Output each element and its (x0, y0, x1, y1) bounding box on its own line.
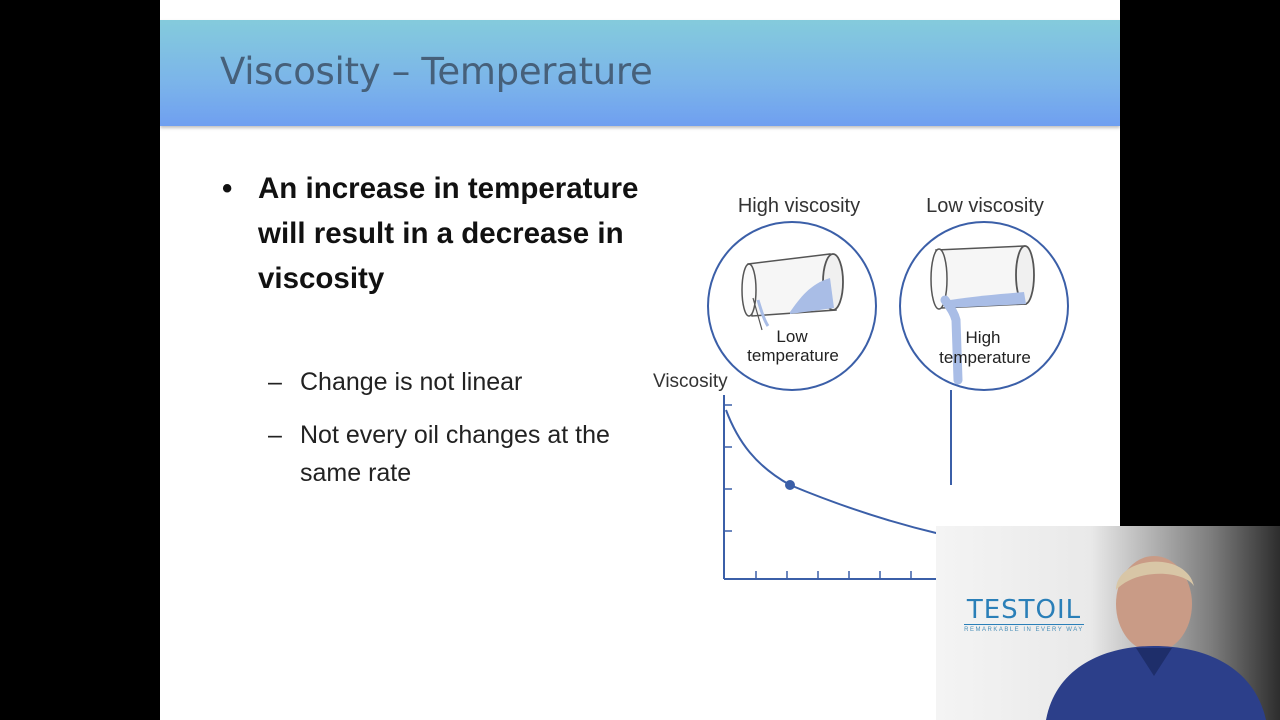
sub-bullet-text: Change is not linear (300, 368, 523, 396)
slide: Viscosity – Temperature • An increase in… (160, 0, 1120, 720)
main-bullet-text: An increase in temperature will result i… (258, 172, 639, 295)
graph-axes (723, 395, 940, 580)
slide-title: Viscosity – Temperature (220, 50, 653, 93)
logo-tagline: REMARKABLE IN EVERY WAY (964, 627, 1084, 633)
bullet-icon: • (222, 172, 233, 205)
low-viscosity-label: Low viscosity (926, 195, 1044, 217)
dash-icon: – (268, 421, 282, 449)
left-cup-label-line1: Low (776, 327, 808, 346)
presenter-video: TESTOIL REMARKABLE IN EVERY WAY (936, 526, 1280, 720)
high-viscosity-label: High viscosity (738, 195, 860, 217)
curve-point-low-temp (785, 480, 795, 490)
viscosity-diagram: High viscosity Low viscosity Low tempera… (653, 195, 1069, 580)
dash-icon: – (268, 368, 282, 396)
right-cup-label-line2: temperature (939, 348, 1031, 367)
axis-label-viscosity: Viscosity (653, 371, 728, 392)
presenter-silhouette (1046, 556, 1266, 720)
logo-text: TESTOIL (964, 596, 1084, 625)
viscosity-curve (725, 409, 941, 535)
right-cup-label-line1: High (966, 328, 1001, 347)
sub-bullet-text: Not every oil changes at the same rate (300, 421, 610, 487)
testoil-logo: TESTOIL REMARKABLE IN EVERY WAY (964, 596, 1084, 633)
left-cup-illustration: Low temperature (707, 221, 877, 391)
right-cup-illustration: High temperature (899, 221, 1069, 391)
cup-icon (741, 253, 844, 331)
cup-icon (930, 245, 1035, 385)
title-bar: Viscosity – Temperature (160, 20, 1120, 126)
left-cup-label-line2: temperature (747, 346, 839, 365)
